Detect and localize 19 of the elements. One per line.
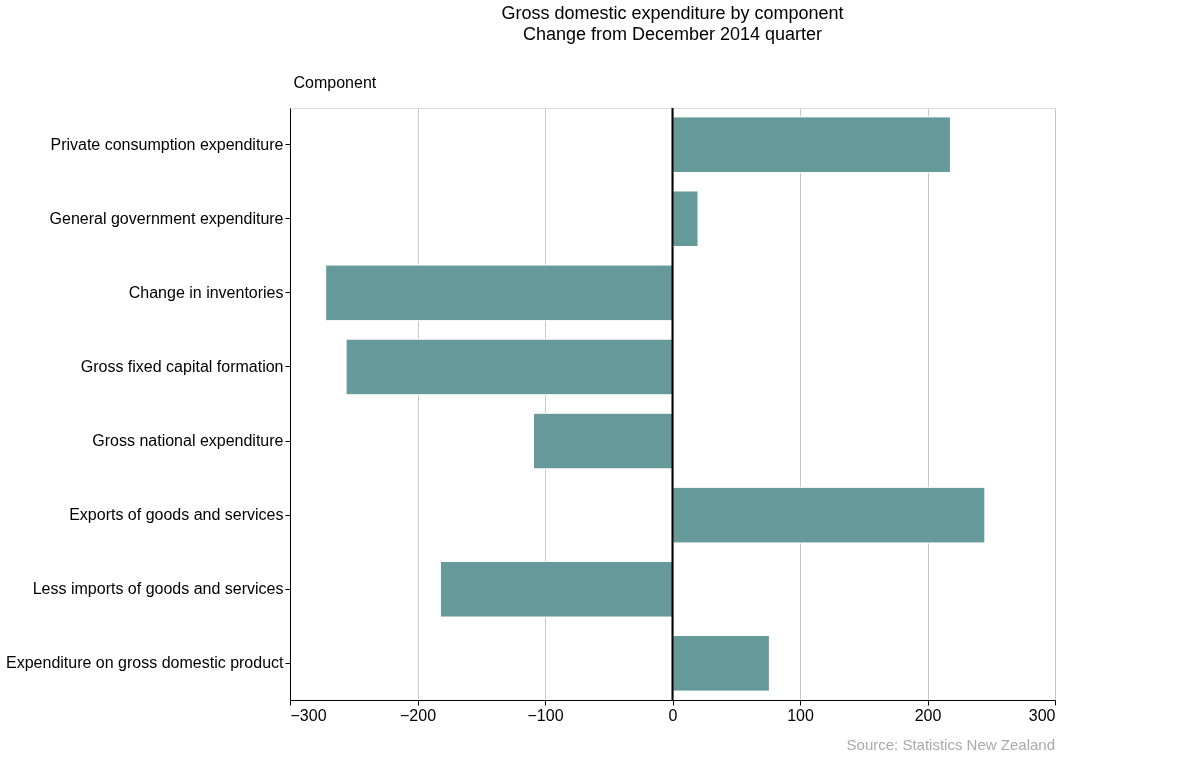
x-tick-label: −100 <box>527 706 564 724</box>
x-tick-label: 0 <box>668 706 678 724</box>
x-tick-label: 300 <box>1028 706 1056 724</box>
y-axis-title: Component <box>293 73 377 91</box>
y-tick-label: Exports of goods and services <box>69 506 284 524</box>
chart-title: Gross domestic expenditure by component <box>501 3 844 23</box>
y-tick-label: Gross national expenditure <box>92 432 284 450</box>
y-tick-label: Private consumption expenditure <box>50 135 284 153</box>
x-tick-label: 200 <box>914 706 942 724</box>
y-tick-label: General government expenditure <box>49 209 284 227</box>
y-tick-label: Gross fixed capital formation <box>80 357 284 375</box>
x-tick-label: −200 <box>399 706 437 724</box>
y-tick-label: Less imports of goods and services <box>32 580 284 598</box>
chart-subtitle: Change from December 2014 quarter <box>522 24 823 44</box>
y-tick-label: Change in inventories <box>128 283 284 301</box>
y-tick-label: Expenditure on gross domestic product <box>6 654 285 672</box>
source-note: Source: Statistics New Zealand <box>846 736 1055 753</box>
x-tick-label: −300 <box>290 706 327 724</box>
x-tick-label: 100 <box>787 706 814 724</box>
